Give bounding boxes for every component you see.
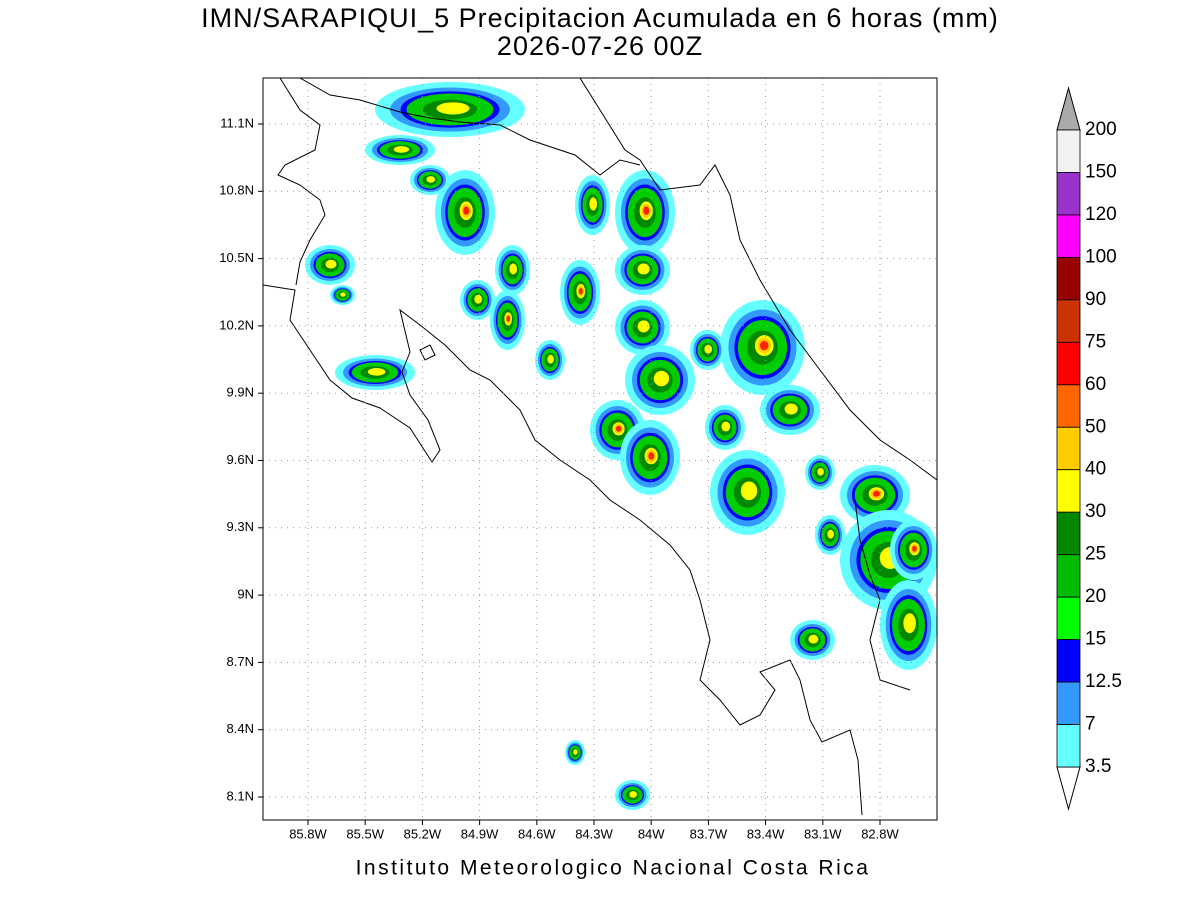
lat-label: 10.8N bbox=[219, 183, 254, 198]
lat-label: 9.6N bbox=[227, 452, 254, 467]
colorbar-label: 100 bbox=[1085, 246, 1117, 267]
map-subtitle: 2026-07-26 00Z bbox=[497, 31, 703, 61]
colorbar-swatch bbox=[1056, 214, 1081, 258]
lon-label: 85.8W bbox=[289, 826, 327, 841]
colorbar-label: 200 bbox=[1085, 119, 1117, 140]
lon-label: 82.8W bbox=[861, 826, 899, 841]
colorbar-label: 75 bbox=[1085, 331, 1106, 352]
lat-label: 9.3N bbox=[227, 519, 254, 534]
colorbar-swatch bbox=[1056, 724, 1081, 768]
northern-border bbox=[263, 78, 326, 286]
colorbar-label: 90 bbox=[1085, 289, 1106, 310]
colorbar-label: 25 bbox=[1085, 544, 1106, 565]
colorbar-swatch bbox=[1056, 341, 1081, 386]
lon-label: 85.5W bbox=[346, 826, 384, 841]
lon-label: 84W bbox=[638, 826, 665, 841]
colorbar-swatch bbox=[1056, 596, 1081, 641]
map-title: IMN/SARAPIQUI_5 Precipitacion Acumulada … bbox=[201, 3, 999, 33]
lat-label: 10.2N bbox=[219, 317, 254, 332]
colorbar-label: 60 bbox=[1085, 374, 1106, 395]
pacific-coast bbox=[263, 284, 863, 816]
lat-label: 11.1N bbox=[220, 115, 254, 130]
colorbar-swatch bbox=[1056, 681, 1081, 725]
colorbar-over bbox=[1056, 86, 1081, 131]
lat-label: 9.9N bbox=[227, 385, 254, 400]
colorbar-swatch bbox=[1056, 426, 1081, 471]
colorbar-label: 20 bbox=[1085, 586, 1106, 607]
colorbar-label: 30 bbox=[1085, 501, 1106, 522]
lon-label: 84.3W bbox=[575, 826, 613, 841]
colorbar-label: 7 bbox=[1085, 714, 1096, 735]
colorbar-label: 3.5 bbox=[1085, 756, 1111, 777]
colorbar-label: 50 bbox=[1085, 416, 1106, 437]
colorbar-swatch bbox=[1056, 469, 1081, 513]
colorbar-swatch bbox=[1056, 384, 1081, 428]
colorbar-label: 12.5 bbox=[1085, 671, 1122, 692]
lat-label: 8.1N bbox=[227, 788, 254, 803]
colorbar-under bbox=[1056, 766, 1081, 811]
colorbar-label: 150 bbox=[1085, 161, 1117, 182]
colorbar-swatch bbox=[1056, 511, 1081, 556]
colorbar-label: 120 bbox=[1085, 204, 1117, 225]
footer-credit: Instituto Meteorologico Nacional Costa R… bbox=[356, 857, 871, 880]
plot-frame bbox=[262, 77, 938, 821]
graticule: 11.1N 10.8N 10.5N 10.2N 9.9N 9.6N 9.3N 9N 8.7N 8.… bbox=[219, 78, 937, 841]
precipitation-field bbox=[305, 82, 937, 810]
lat-label: 8.7N bbox=[227, 654, 254, 669]
colorbar-swatch bbox=[1056, 129, 1081, 173]
lon-label: 84.9W bbox=[461, 826, 499, 841]
lon-label: 83.7W bbox=[690, 826, 728, 841]
colorbar-swatch bbox=[1056, 639, 1081, 683]
island bbox=[419, 344, 436, 361]
lat-label: 8.4N bbox=[227, 721, 254, 736]
lon-label: 85.2W bbox=[404, 826, 442, 841]
lat-label: 10.5N bbox=[219, 250, 254, 265]
colorbar-swatch bbox=[1056, 554, 1081, 598]
caribbean-coast bbox=[579, 78, 937, 481]
lat-label: 9N bbox=[237, 587, 254, 602]
lon-label: 84.6W bbox=[518, 826, 556, 841]
colorbar-label: 40 bbox=[1085, 459, 1106, 480]
colorbar-swatch bbox=[1056, 299, 1081, 343]
lon-label: 83.4W bbox=[747, 826, 785, 841]
colorbar: 200 150 120 100 90 75 60 50 40 30 25 20 15 12.5 7 3.5 bbox=[1056, 86, 1122, 811]
lon-label: 83.1W bbox=[804, 826, 842, 841]
colorbar-label: 15 bbox=[1085, 629, 1106, 650]
colorbar-swatch bbox=[1056, 172, 1081, 216]
colorbar-swatch bbox=[1056, 256, 1081, 301]
